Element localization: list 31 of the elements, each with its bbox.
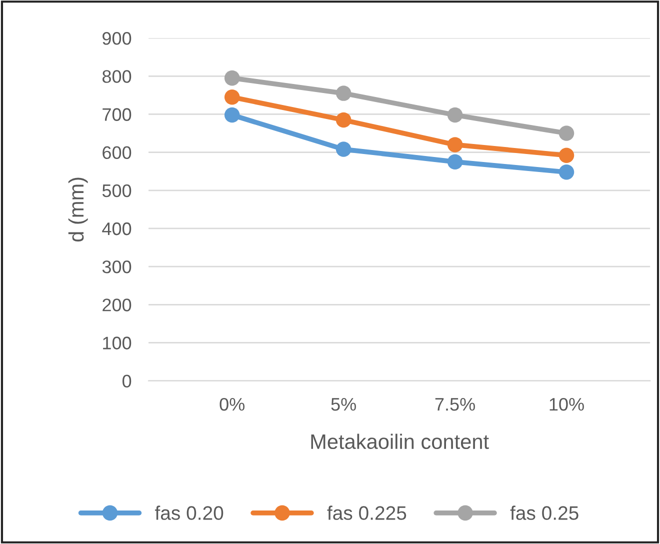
y-tick-label: 700: [102, 108, 132, 121]
point: [336, 86, 352, 101]
point: [224, 89, 240, 105]
y-tick-label: 200: [102, 298, 132, 312]
y-tick-label: 100: [103, 336, 132, 350]
y-tick-label: 300: [102, 260, 132, 274]
x-axis-title: Metakaoilin content: [311, 434, 489, 450]
x-tick-label: 7.5%: [435, 398, 475, 411]
y-tick-label: 500: [102, 184, 132, 198]
legend-label: fas 0.25: [510, 506, 578, 520]
point: [447, 154, 463, 170]
point: [336, 142, 352, 157]
point: [224, 107, 240, 123]
legend-label: fas 0.225: [327, 506, 406, 520]
point: [336, 112, 352, 128]
point: [558, 148, 574, 164]
point: [224, 70, 240, 86]
y-tick-label: 600: [102, 146, 132, 160]
legend-label: fas 0.20: [154, 506, 224, 520]
y-axis-title: d (mm): [68, 178, 88, 242]
x-tick-label: 5%: [331, 398, 356, 411]
x-tick-label: 0%: [220, 398, 245, 411]
point: [558, 126, 574, 141]
y-tick-label: 400: [102, 222, 132, 236]
x-tick-label: 10%: [550, 398, 584, 411]
y-tick-label: 0: [122, 374, 132, 388]
y-tick-label: 900: [102, 32, 132, 45]
point: [447, 137, 463, 152]
y-tick-label: 800: [102, 70, 132, 83]
point: [447, 107, 463, 123]
point: [558, 164, 574, 180]
